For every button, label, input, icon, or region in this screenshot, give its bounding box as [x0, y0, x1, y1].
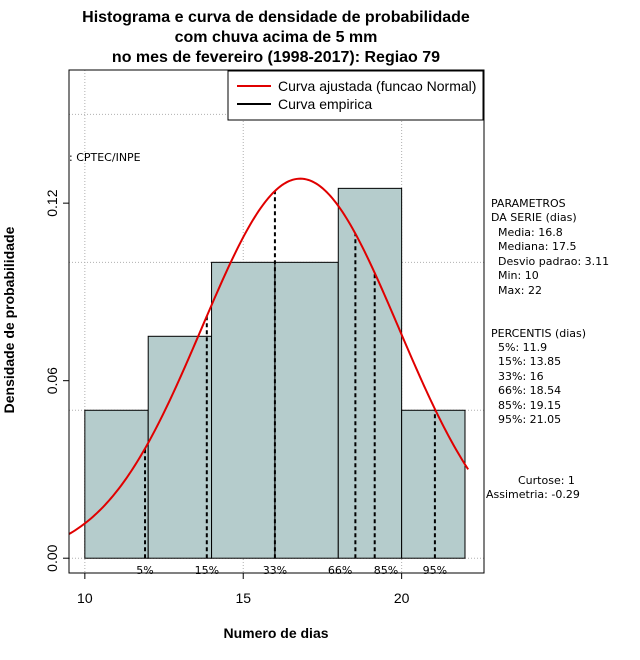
normal-curve [68, 177, 470, 535]
x-tick-label-20: 20 [394, 590, 410, 606]
stats-panel: PARAMETROS DA SERIE (dias) Media: 16.8 M… [486, 197, 609, 501]
assimetria: Assimetria: -0.29 [486, 488, 580, 501]
legend-box [227, 70, 484, 121]
histogram-bars [84, 187, 466, 559]
percentile-label-4: 66% [328, 564, 352, 577]
x-tick-label-10: 10 [77, 590, 93, 606]
normal-curve-line [68, 177, 470, 535]
chart-title-line-2: com chuva acima de 5 mm [175, 29, 378, 46]
y-tick-label-1: 0.06 [44, 367, 60, 394]
histogram-bar-4 [274, 261, 339, 559]
x-tick-label-15: 15 [235, 590, 251, 606]
param-mediana: Mediana: 17.5 [498, 240, 576, 253]
param-min: Min: 10 [498, 269, 539, 282]
percentile-label-2: 15% [195, 564, 219, 577]
param-desvio: Desvio padrao: 3.11 [498, 255, 609, 268]
param-media: Media: 16.8 [498, 226, 563, 239]
curtose: Curtose: 1 [518, 474, 575, 487]
percentile-label-6: 95% [423, 564, 447, 577]
percentis-title: PERCENTIS (dias) [491, 327, 586, 340]
parametros-title-1: PARAMETROS [491, 197, 566, 210]
histogram-bar-1 [84, 409, 149, 559]
percentile-lines: 5% 15% 33% 66% 85% 95% [136, 191, 447, 577]
plot-area-frame [68, 69, 485, 574]
percentil-15: 15%: 13.85 [498, 355, 561, 368]
percentil-33: 33%: 16 [498, 370, 544, 383]
x-axis-label: Numero de dias [223, 625, 328, 641]
legend-label-empirical: Curva empirica [278, 96, 372, 112]
param-max: Max: 22 [498, 284, 542, 297]
y-tick-label-2: 0.12 [44, 189, 60, 216]
percentile-label-3: 33% [263, 564, 287, 577]
percentile-label-1: 5% [136, 564, 153, 577]
percentil-5: 5%: 11.9 [498, 341, 547, 354]
histogram-bar-2 [147, 335, 213, 559]
chart-title-line-1: Histograma e curva de densidade de proba… [82, 9, 470, 26]
parametros-title-2: DA SERIE (dias) [491, 211, 577, 224]
percentile-label-5: 85% [374, 564, 398, 577]
percentil-85: 85%: 19.15 [498, 399, 561, 412]
y-tick-label-0: 0.00 [44, 544, 60, 571]
legend: Curva ajustada (funcao Normal) Curva emp… [227, 70, 484, 121]
chart-title-line-3: no mes de fevereiro (1998-2017): Regiao … [112, 49, 440, 66]
percentil-95: 95%: 21.05 [498, 413, 561, 426]
source-label: : CPTEC/INPE [69, 151, 141, 164]
y-axis-label: Densidade de probabilidade [1, 226, 17, 413]
legend-label-normal: Curva ajustada (funcao Normal) [278, 78, 476, 94]
percentil-66: 66%: 18.54 [498, 384, 561, 397]
axes: 10 15 20 0.00 0.06 0.12 [44, 189, 410, 606]
histogram-bar-5 [337, 187, 403, 559]
histogram-bar-6 [401, 409, 466, 559]
histogram-bar-3 [211, 261, 276, 559]
